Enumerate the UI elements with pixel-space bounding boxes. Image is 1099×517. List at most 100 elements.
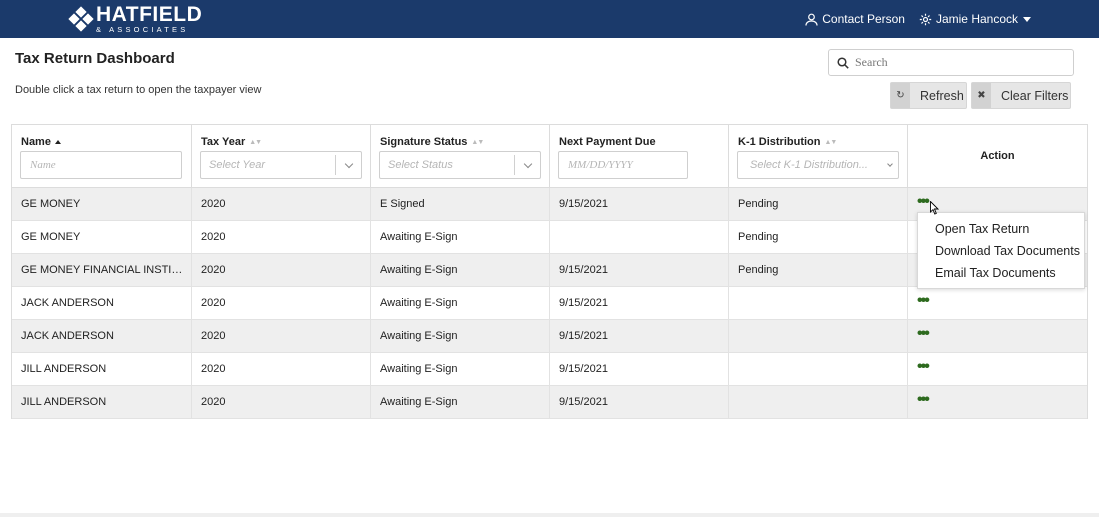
- column-name-label: Name: [21, 136, 51, 148]
- column-k1-label: K-1 Distribution: [738, 136, 821, 148]
- cell-tax-year: 2020: [192, 254, 371, 287]
- column-k1-distribution: K-1 Distribution ▲▼ Select K-1 Distributi…: [729, 125, 908, 187]
- table-row[interactable]: GE MONEY FINANCIAL INSTITUTION 2020 Awai…: [12, 254, 1087, 287]
- table-row[interactable]: JILL ANDERSON 2020 Awaiting E-Sign 9/15/…: [12, 386, 1087, 419]
- cell-name: JACK ANDERSON: [12, 287, 192, 320]
- more-actions-icon[interactable]: •••: [917, 325, 930, 342]
- payment-date-filter: [558, 151, 688, 179]
- clear-filters-button[interactable]: ✖ Clear Filters: [971, 82, 1071, 109]
- column-tax-year: Tax Year ▲▼ Select Year: [192, 125, 371, 187]
- chevron-down-icon: [335, 155, 361, 175]
- cell-k1-distribution: [729, 353, 908, 386]
- refresh-button[interactable]: ↻ Refresh: [890, 82, 967, 109]
- cell-tax-year: 2020: [192, 353, 371, 386]
- cell-signature-status: Awaiting E-Sign: [371, 254, 550, 287]
- cell-next-payment: 9/15/2021: [550, 353, 729, 386]
- search-icon: [837, 56, 849, 69]
- signature-status-select[interactable]: Select Status: [379, 151, 541, 179]
- cell-tax-year: 2020: [192, 386, 371, 419]
- name-filter-input[interactable]: [21, 159, 171, 171]
- cell-action: •••: [908, 353, 1087, 386]
- tax-return-table: Name Tax Year▲▼ Select Year Signature St…: [11, 124, 1088, 419]
- refresh-icon: ↻: [891, 83, 910, 108]
- column-k1-sort[interactable]: K-1 Distribution ▲▼: [738, 136, 838, 148]
- table-header: Name Tax Year▲▼ Select Year Signature St…: [12, 125, 1087, 188]
- cell-k1-distribution: Pending: [729, 188, 908, 221]
- more-actions-icon[interactable]: •••: [917, 358, 930, 375]
- k1-select-placeholder: Select K-1 Distribution...: [750, 159, 868, 171]
- k1-distribution-select[interactable]: Select K-1 Distribution...: [737, 151, 899, 179]
- name-filter: [20, 151, 182, 179]
- footer-divider: [0, 513, 1099, 517]
- cell-k1-distribution: [729, 287, 908, 320]
- search-box: [828, 49, 1074, 76]
- menu-item-email-tax-documents[interactable]: Email Tax Documents: [935, 266, 1056, 280]
- clear-filters-label: Clear Filters: [1001, 88, 1069, 103]
- brand-subtitle: & ASSOCIATES: [96, 25, 189, 35]
- person-icon: [805, 13, 818, 26]
- cell-signature-status: E Signed: [371, 188, 550, 221]
- cell-name: GE MONEY: [12, 221, 192, 254]
- cell-k1-distribution: [729, 386, 908, 419]
- cell-next-payment: 9/15/2021: [550, 386, 729, 419]
- caret-down-icon: [1023, 16, 1031, 22]
- cell-k1-distribution: Pending: [729, 221, 908, 254]
- column-next-payment-label: Next Payment Due: [559, 136, 656, 148]
- column-action-label: Action: [980, 150, 1015, 162]
- refresh-label: Refresh: [920, 88, 964, 103]
- sort-ascending-icon: [54, 140, 61, 145]
- table-row[interactable]: GE MONEY 2020 E Signed 9/15/2021 Pending…: [12, 188, 1087, 221]
- brand-name: HATFIELD: [96, 3, 203, 27]
- cell-signature-status: Awaiting E-Sign: [371, 221, 550, 254]
- cell-next-payment: 9/15/2021: [550, 188, 729, 221]
- cell-name: JACK ANDERSON: [12, 320, 192, 353]
- cell-k1-distribution: [729, 320, 908, 353]
- cell-tax-year: 2020: [192, 188, 371, 221]
- column-tax-year-sort[interactable]: Tax Year ▲▼: [201, 136, 262, 148]
- table-row[interactable]: JACK ANDERSON 2020 Awaiting E-Sign 9/15/…: [12, 320, 1087, 353]
- cell-name: GE MONEY: [12, 188, 192, 221]
- cell-next-payment: [550, 221, 729, 254]
- cell-next-payment: 9/15/2021: [550, 320, 729, 353]
- contact-person-link[interactable]: Contact Person: [805, 12, 905, 26]
- chevron-down-icon: [882, 155, 898, 175]
- cell-signature-status: Awaiting E-Sign: [371, 287, 550, 320]
- more-actions-icon[interactable]: •••: [917, 193, 930, 210]
- logo-diamond-icon: [68, 6, 94, 32]
- cell-tax-year: 2020: [192, 287, 371, 320]
- column-signature-label: Signature Status: [380, 136, 468, 148]
- action-context-menu: Open Tax Return Download Tax Documents E…: [917, 212, 1085, 289]
- cell-action: •••: [908, 287, 1087, 320]
- column-signature-status: Signature Status ▲▼ Select Status: [371, 125, 550, 187]
- column-name-sort[interactable]: Name: [21, 136, 61, 148]
- search-input[interactable]: [855, 55, 1055, 70]
- chevron-down-icon: [514, 155, 540, 175]
- sort-icon: ▲▼: [471, 138, 484, 146]
- brand-logo[interactable]: HATFIELD & ASSOCIATES: [68, 3, 203, 35]
- top-bar: HATFIELD & ASSOCIATES Contact Person Jam…: [0, 0, 1099, 38]
- user-menu[interactable]: Jamie Hancock: [919, 12, 1031, 26]
- cell-name: JILL ANDERSON: [12, 353, 192, 386]
- cell-name: GE MONEY FINANCIAL INSTITUTION: [12, 254, 192, 287]
- column-signature-status-sort[interactable]: Signature Status ▲▼: [380, 136, 484, 148]
- cell-action: •••: [908, 386, 1087, 419]
- table-row[interactable]: JACK ANDERSON 2020 Awaiting E-Sign 9/15/…: [12, 287, 1087, 320]
- page-title: Tax Return Dashboard: [15, 50, 175, 67]
- more-actions-icon[interactable]: •••: [917, 391, 930, 408]
- table-row[interactable]: JILL ANDERSON 2020 Awaiting E-Sign 9/15/…: [12, 353, 1087, 386]
- payment-date-input[interactable]: [559, 159, 679, 171]
- menu-item-download-tax-documents[interactable]: Download Tax Documents: [935, 244, 1080, 258]
- mouse-cursor-icon: [930, 201, 939, 215]
- column-tax-year-label: Tax Year: [201, 136, 246, 148]
- tax-year-select[interactable]: Select Year: [200, 151, 362, 179]
- menu-item-open-tax-return[interactable]: Open Tax Return: [935, 222, 1030, 236]
- signature-status-select-placeholder: Select Status: [388, 159, 453, 171]
- column-name: Name: [12, 125, 192, 187]
- cell-tax-year: 2020: [192, 320, 371, 353]
- more-actions-icon[interactable]: •••: [917, 292, 930, 309]
- column-action: Action: [908, 125, 1087, 187]
- cell-next-payment: 9/15/2021: [550, 254, 729, 287]
- sort-icon: ▲▼: [824, 138, 838, 146]
- clear-icon: ✖: [972, 83, 991, 108]
- cell-action: •••: [908, 188, 1087, 221]
